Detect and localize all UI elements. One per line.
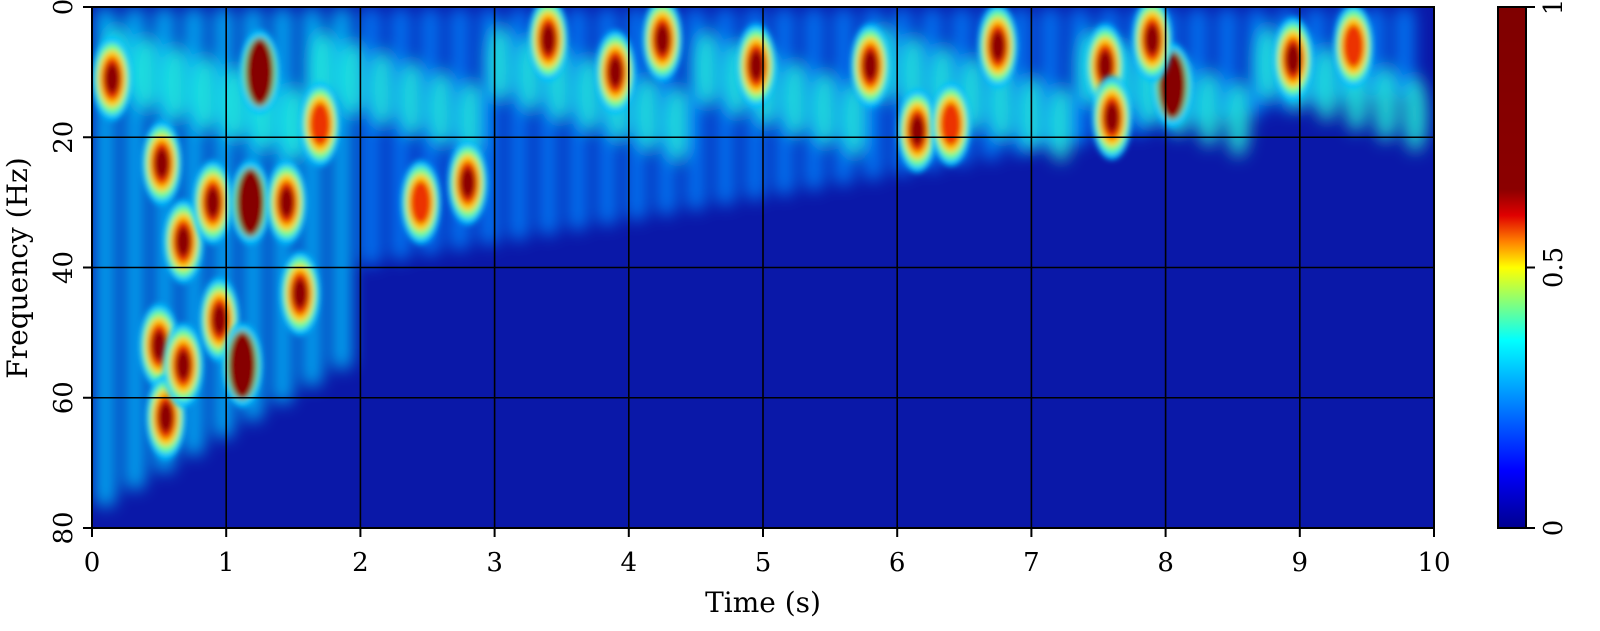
- hotspot-8: [239, 30, 280, 115]
- y-tick-label: 60: [49, 381, 79, 414]
- hotspot-23: [977, 7, 1018, 89]
- hotspot-9: [230, 160, 271, 245]
- hotspot-6: [192, 160, 233, 245]
- x-tick-label: 4: [621, 548, 638, 578]
- hotspot-layer: [92, 7, 1374, 460]
- x-tick-label: 9: [1292, 548, 1309, 578]
- hotspot-15: [400, 160, 441, 245]
- y-tick-label: 0: [49, 0, 79, 15]
- colorbar: [1497, 6, 1527, 529]
- x-tick-label: 5: [755, 548, 772, 578]
- hotspot-10: [222, 323, 263, 408]
- x-tick-labels: 0 1 2 3 4 5 6 7 8 9 10: [84, 528, 1451, 578]
- x-tick-label: 8: [1157, 548, 1174, 578]
- y-tick-label: 80: [49, 511, 79, 544]
- grid-lines: [92, 7, 1434, 528]
- x-tick-label: 3: [486, 548, 503, 578]
- hotspot-2: [163, 199, 204, 284]
- x-tick-label: 1: [218, 548, 235, 578]
- x-axis-label: Time (s): [705, 586, 821, 619]
- hotspot-16: [528, 7, 569, 82]
- colorbar-tick-label: 0.5: [1539, 247, 1569, 288]
- hotspot-29: [1333, 7, 1374, 89]
- hotspot-22: [930, 82, 971, 167]
- hotspot-12: [266, 160, 307, 245]
- hotspot-13: [300, 82, 341, 167]
- hotspot-19: [736, 23, 777, 108]
- hotspot-3: [139, 303, 180, 388]
- y-tick-label: 20: [49, 121, 79, 154]
- hotspot-11: [280, 251, 321, 336]
- x-tick-label: 10: [1417, 548, 1450, 578]
- hotspot-18: [642, 7, 683, 82]
- colorbar-tick-label: 1: [1539, 0, 1569, 15]
- x-tick-label: 0: [84, 548, 101, 578]
- y-tick-labels: 0 20 40 60 80: [49, 0, 92, 545]
- y-tick-label: 40: [49, 251, 79, 284]
- hotspot-5: [163, 323, 204, 408]
- hotspot-21: [897, 88, 938, 173]
- colorbar-tick-label: 0: [1539, 520, 1569, 537]
- hotspot-20: [850, 23, 891, 108]
- hotspot-17: [595, 30, 636, 115]
- x-tick-label: 7: [1023, 548, 1040, 578]
- colorbar-ticks: 00.51: [1526, 0, 1569, 536]
- hotspot-1: [141, 121, 182, 206]
- hotspot-27: [1132, 7, 1173, 82]
- hotspot-4: [145, 375, 186, 460]
- y-axis-label: Frequency (Hz): [1, 157, 34, 378]
- hotspot-0: [92, 36, 133, 121]
- hotspot-25: [1091, 75, 1132, 160]
- hotspot-14: [447, 140, 488, 225]
- x-tick-label: 6: [889, 548, 906, 578]
- hotspot-28: [1273, 17, 1314, 102]
- x-tick-label: 2: [352, 548, 369, 578]
